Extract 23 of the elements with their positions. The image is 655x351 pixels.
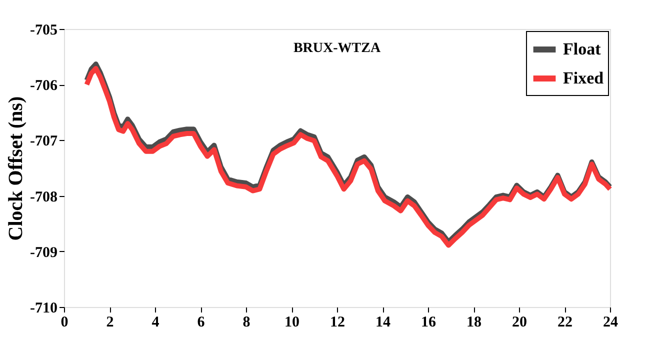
x-tick-label: 16 <box>421 314 436 330</box>
x-tick-label: 6 <box>197 314 206 330</box>
x-tick-label: 12 <box>330 314 345 330</box>
legend-label: Fixed <box>563 68 604 88</box>
x-tick-label: 8 <box>242 314 250 330</box>
x-tick-label: 24 <box>603 314 618 330</box>
x-tick-label: 20 <box>512 314 527 330</box>
x-tick-label: 22 <box>558 314 572 330</box>
x-tick-label: 2 <box>106 314 114 330</box>
y-tick-label: -708 <box>30 189 58 206</box>
y-tick-label: -707 <box>30 134 58 150</box>
legend-label: Float <box>563 40 602 58</box>
y-tick-label: -709 <box>30 244 58 261</box>
x-tick-label: 14 <box>376 314 391 330</box>
text: BRUX-WTZA <box>293 41 382 56</box>
y-tick-label: -710 <box>30 300 58 316</box>
x-tick-label: 18 <box>466 314 482 330</box>
x-tick-label: 4 <box>152 314 160 330</box>
x-tick-label: 0 <box>60 314 68 330</box>
x-tick-label: 10 <box>284 314 300 330</box>
y-tick-label: -706 <box>30 78 58 94</box>
y-axis-title: Clock Offset (ns) <box>5 96 28 241</box>
y-tick-label: -705 <box>30 22 58 38</box>
